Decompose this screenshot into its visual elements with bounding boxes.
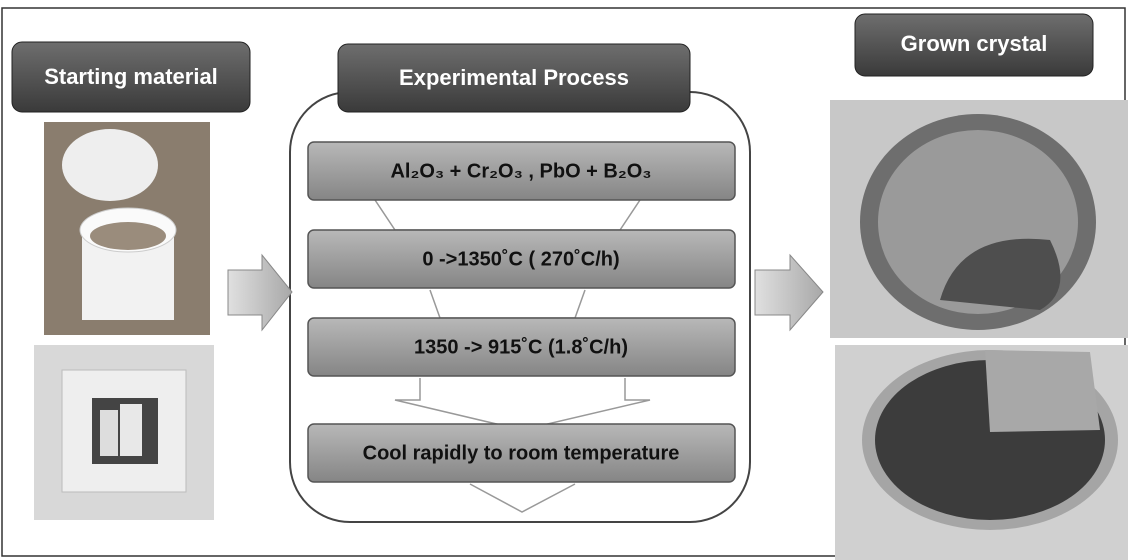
step-box	[307, 141, 736, 201]
header-label: Starting material	[44, 64, 218, 89]
header-label: Experimental Process	[399, 65, 629, 90]
arrow-right	[754, 253, 824, 332]
photo	[835, 345, 1128, 560]
step-box	[307, 229, 736, 289]
step-label: 0 ->1350˚C ( 270˚C/h)	[422, 247, 619, 270]
step-label: Al₂O₃ + Cr₂O₃ , PbO + B₂O₃	[390, 160, 651, 182]
header-box	[854, 13, 1094, 77]
photo	[830, 100, 1128, 338]
photo	[34, 345, 214, 520]
step-label: 1350 -> 915˚C (1.8˚C/h)	[414, 335, 628, 358]
step-label: Cool rapidly to room temperature	[363, 442, 680, 464]
step-box	[307, 423, 736, 483]
arrow-right	[227, 253, 293, 332]
header-box	[11, 41, 251, 113]
step-box	[307, 317, 736, 377]
header-box	[337, 43, 691, 113]
flow-arrow	[374, 199, 651, 513]
photo	[44, 122, 210, 335]
header-label: Grown crystal	[901, 31, 1048, 56]
